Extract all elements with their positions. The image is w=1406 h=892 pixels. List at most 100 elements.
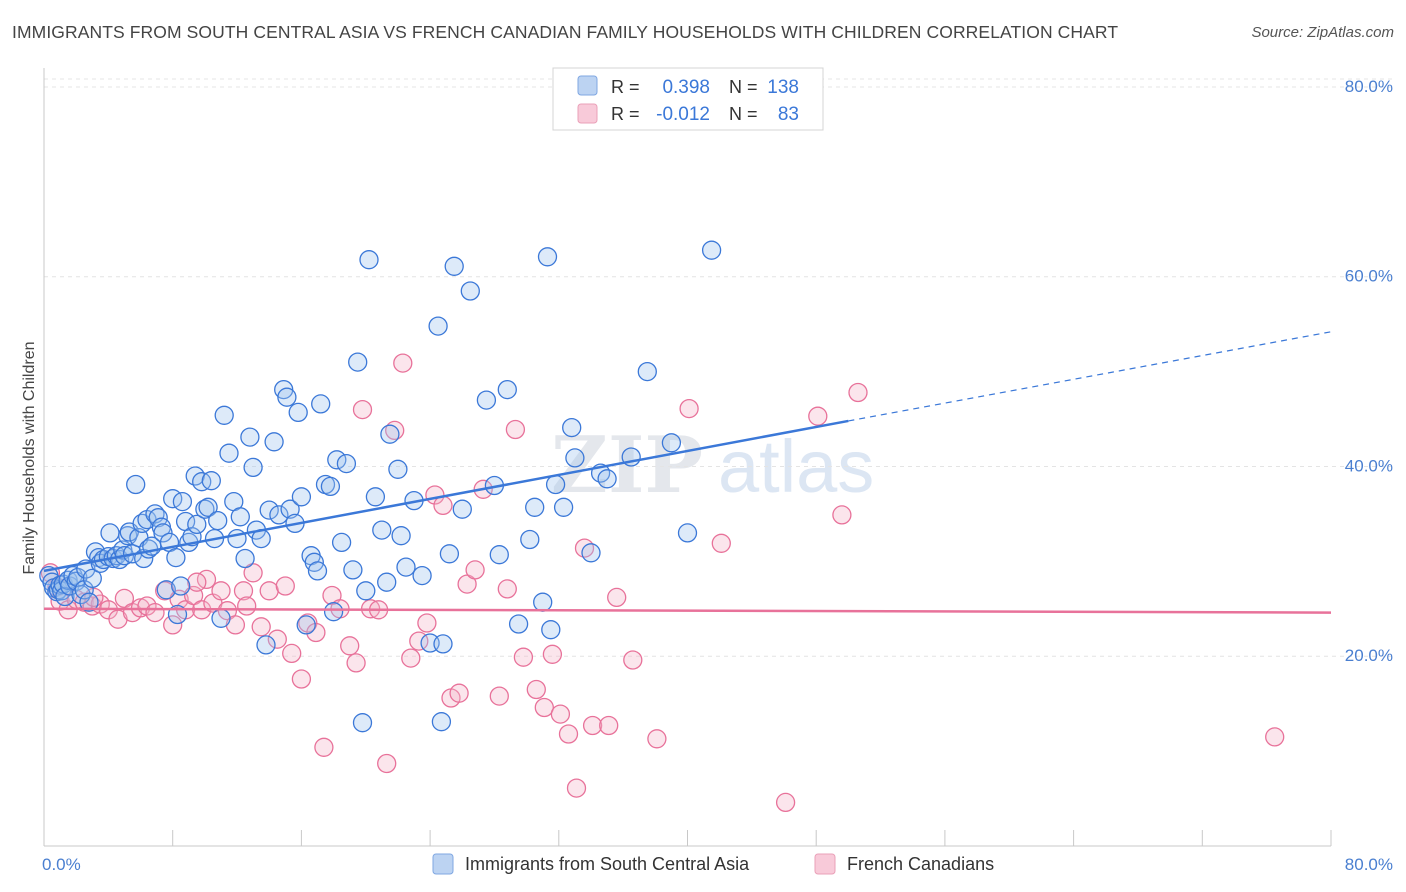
legend-r-label-pink: R = — [611, 104, 640, 124]
south-central-asia-point-103 — [391, 526, 411, 546]
south-central-asia-point-114 — [476, 390, 497, 410]
south-central-asia-point-102 — [388, 459, 408, 479]
south-central-asia-point-125 — [553, 497, 574, 517]
south-central-asia-point-108 — [428, 316, 448, 336]
south-central-asia-point-92 — [331, 532, 352, 553]
south-central-asia-point-74 — [259, 500, 279, 520]
south-central-asia-point-67 — [230, 507, 250, 527]
south-central-asia-point-83 — [296, 615, 316, 635]
south-central-asia-point-119 — [520, 529, 540, 550]
south-central-asia-point-109 — [433, 634, 453, 654]
south-central-asia-point-135 — [701, 240, 722, 260]
source-credit: Source: ZipAtlas.com — [1251, 24, 1394, 41]
y-tick-label-80: 80.0% — [1345, 77, 1393, 96]
south-central-asia-point-24 — [100, 523, 120, 543]
french-canadians-point-28 — [251, 617, 271, 637]
south-central-asia-point-122 — [537, 247, 558, 267]
south-central-asia-point-49 — [171, 576, 191, 596]
french-canadians-point-71 — [623, 650, 643, 670]
chart-title: IMMIGRANTS FROM SOUTH CENTRAL ASIA VS FR… — [12, 22, 1119, 42]
french-canadians-point-41 — [352, 399, 373, 420]
trend-lines — [43, 331, 1332, 614]
series-legend-label-blue: Immigrants from South Central Asia — [465, 854, 750, 874]
french-canadians-point-39 — [340, 636, 360, 656]
south-central-asia-point-126 — [562, 417, 582, 438]
south-central-asia-point-130 — [597, 469, 617, 489]
french-canadians-point-68 — [582, 715, 603, 736]
south-central-asia-point-63 — [214, 405, 234, 425]
x-tick-label-min: 0.0% — [42, 855, 81, 874]
south-central-asia-point-111 — [444, 256, 464, 276]
south-central-asia-point-79 — [280, 499, 300, 519]
south-central-asia-point-137 — [352, 713, 373, 733]
south-central-asia-point-62 — [211, 608, 231, 628]
south-central-asia-point-132 — [637, 361, 657, 382]
south-central-asia-point-118 — [508, 614, 529, 634]
south-central-asia-point-17 — [79, 592, 99, 612]
french-canadians-point-59 — [505, 419, 526, 440]
french-canadians-point-63 — [542, 644, 563, 664]
stats-legend-box — [552, 67, 824, 131]
south-central-asia-point-116 — [489, 545, 509, 565]
south-central-asia-point-96 — [356, 581, 376, 601]
french-canadians-point-62 — [534, 697, 554, 718]
south-central-asia-point-98 — [365, 487, 386, 507]
legend-n-label-pink: N = — [729, 104, 758, 124]
french-canadians-point-69 — [599, 715, 619, 736]
south-central-asia-point-50 — [172, 491, 193, 512]
south-central-asia-point-81 — [288, 402, 308, 423]
south-central-asia-point-127 — [565, 448, 585, 468]
south-central-asia-point-73 — [256, 635, 276, 655]
french-canadians-point-49 — [417, 613, 437, 633]
south-central-asia-point-61 — [208, 510, 228, 531]
south-central-asia-point-106 — [412, 565, 432, 586]
south-central-asia-point-112 — [452, 499, 472, 519]
x-axis-ticks — [43, 830, 1332, 846]
y-tick-label-60: 60.0% — [1345, 267, 1393, 286]
french-canadians-point-75 — [775, 792, 796, 813]
y-axis-tick-labels: 20.0% 40.0% 60.0% 80.0% — [1345, 77, 1393, 665]
south-central-asia-point-120 — [525, 497, 545, 517]
series-french-canadians — [40, 353, 1285, 813]
series-legend-swatch-pink — [814, 853, 836, 875]
french-canadians-point-40 — [346, 653, 366, 673]
series-legend-swatch-blue — [432, 853, 454, 875]
french-canadians-point-36 — [314, 737, 334, 757]
french-canadians-point-33 — [291, 669, 312, 689]
south-central-asia-point-75 — [264, 432, 284, 452]
south-central-asia-point-55 — [187, 514, 207, 535]
stats-legend: R = 0.398 N = 138 R = -0.012 N = 83 — [552, 67, 824, 131]
french-canadians-point-32 — [282, 643, 302, 664]
south-central-asia-point-56 — [192, 472, 212, 492]
south-central-asia-point-113 — [460, 281, 480, 301]
south-central-asia-point-97 — [359, 250, 379, 270]
french-canadians-point-66 — [566, 778, 587, 798]
south-central-asia-point-123 — [541, 620, 561, 640]
series-legend-label-pink: French Canadians — [847, 854, 994, 874]
french-canadians-point-13 — [137, 596, 157, 616]
legend-n-value-blue: 138 — [767, 77, 799, 98]
south-central-asia-point-87 — [311, 394, 331, 414]
south-central-asia-point-101 — [380, 424, 400, 444]
south-central-asia-point-44 — [156, 580, 176, 600]
french-canadians-point-61 — [526, 679, 546, 700]
french-canadians-point-70 — [607, 587, 627, 608]
french-canadians-point-16 — [163, 615, 183, 635]
south-central-asia-point-8 — [55, 586, 75, 607]
south-central-asia-point-117 — [497, 379, 517, 400]
french-canadians-point-78 — [848, 382, 868, 403]
south-central-asia-point-82 — [291, 487, 312, 507]
south-central-asia-point-99 — [372, 520, 392, 540]
south-central-asia-point-136 — [431, 712, 452, 732]
south-central-asia-point-110 — [439, 544, 460, 564]
south-central-asia-point-18 — [82, 568, 102, 589]
south-central-asia-point-64 — [219, 443, 239, 463]
south-central-asia-point-121 — [533, 592, 553, 612]
french-canadians-point-51 — [433, 495, 453, 516]
french-canadians-point-14 — [145, 602, 165, 623]
french-canadians-point-82 — [237, 596, 257, 616]
legend-n-label-blue: N = — [729, 77, 758, 97]
french-canadians-point-26 — [233, 581, 254, 601]
french-canadians-point-76 — [808, 406, 828, 426]
